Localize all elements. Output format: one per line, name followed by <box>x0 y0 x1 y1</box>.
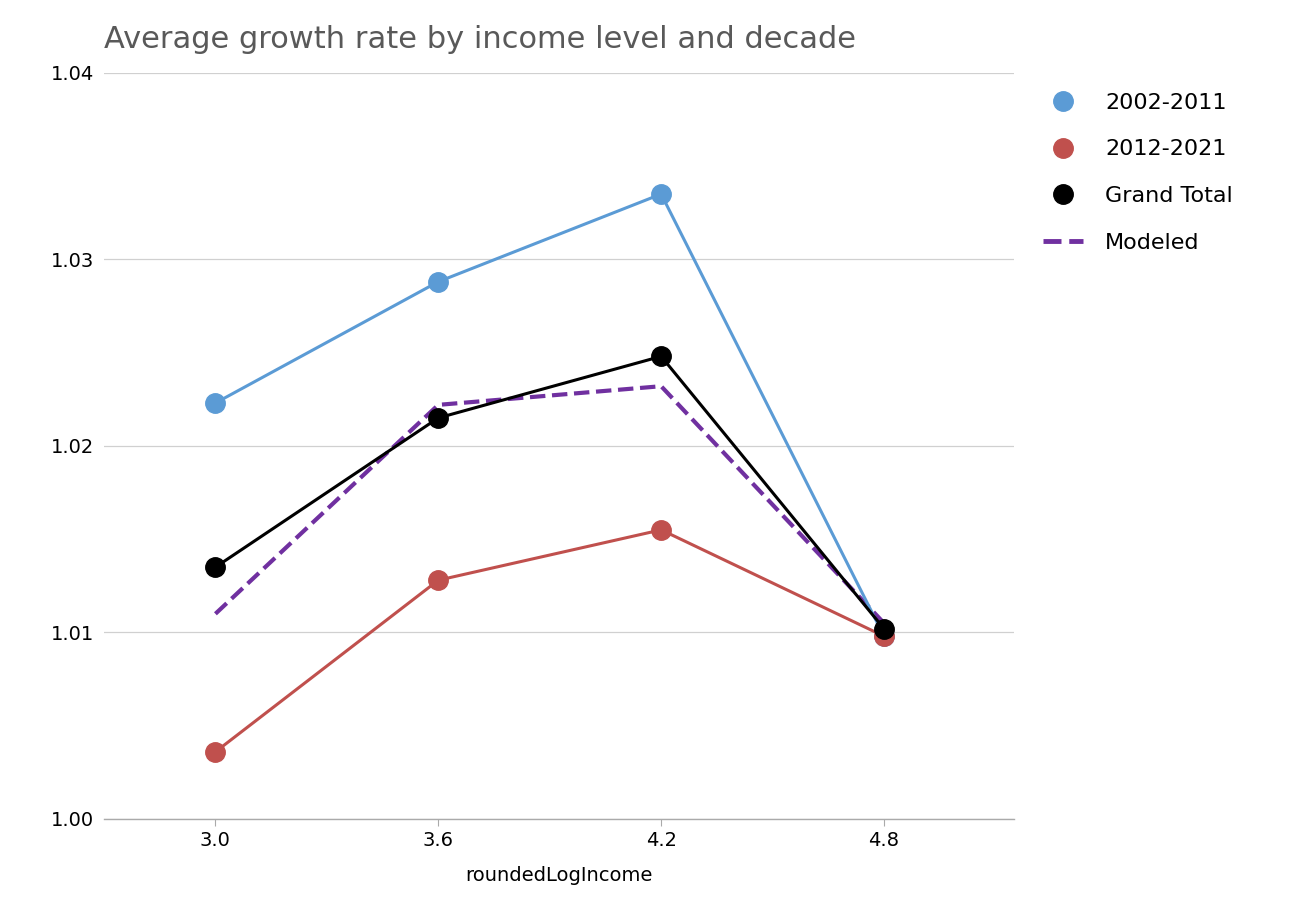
Text: Average growth rate by income level and decade: Average growth rate by income level and … <box>104 25 855 54</box>
X-axis label: roundedLogIncome: roundedLogIncome <box>465 866 653 885</box>
Legend: 2002-2011, 2012-2021, Grand Total, Modeled: 2002-2011, 2012-2021, Grand Total, Model… <box>1035 84 1241 262</box>
